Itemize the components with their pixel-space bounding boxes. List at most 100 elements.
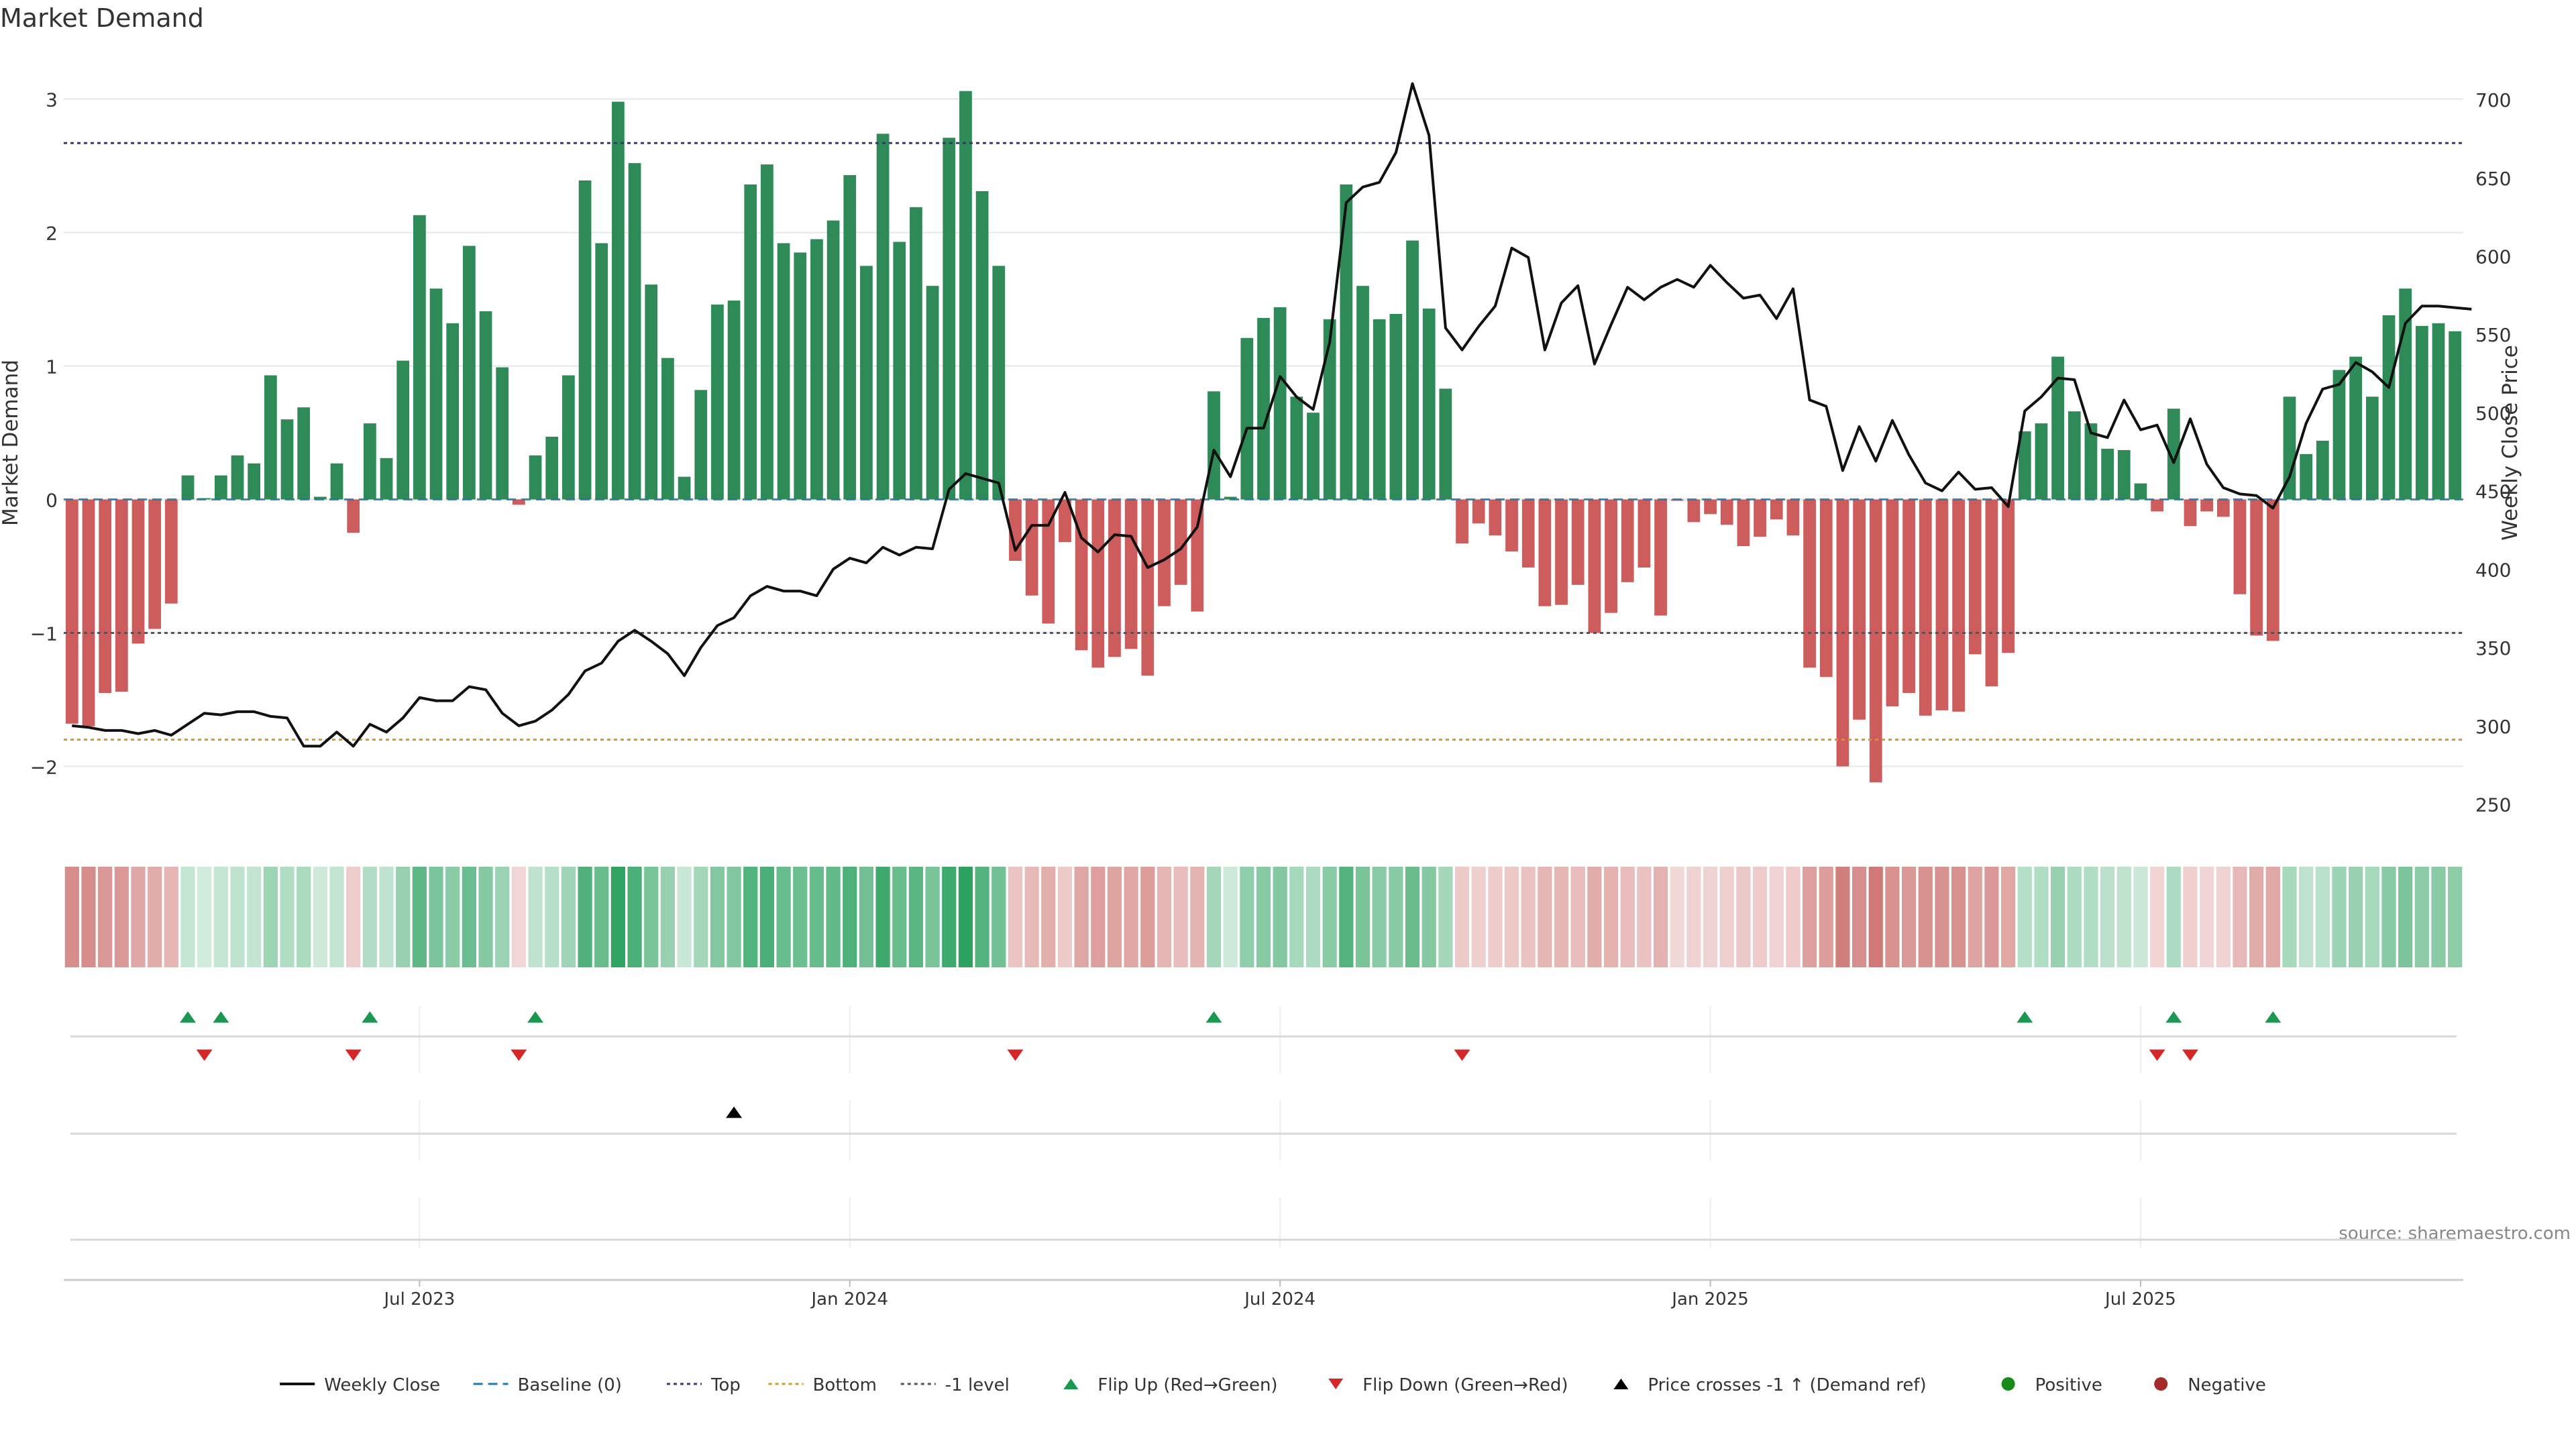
heat-cell xyxy=(793,867,808,967)
heat-cell xyxy=(1240,867,1254,967)
demand-bar xyxy=(413,215,426,500)
flip-up-marker xyxy=(2165,1011,2182,1023)
heat-cell xyxy=(148,867,162,967)
heat-cell xyxy=(1057,867,1073,967)
legend-item: Bottom xyxy=(768,1375,877,1395)
demand-bar xyxy=(2332,370,2346,500)
demand-bar xyxy=(661,358,674,500)
demand-bar xyxy=(347,499,360,533)
demand-bar xyxy=(65,499,78,724)
heat-cell xyxy=(1124,867,1138,967)
heat-cell xyxy=(2133,867,2148,967)
flip-markers-panel xyxy=(70,1006,2457,1073)
legend-label: Flip Down (Green→Red) xyxy=(1362,1375,1568,1395)
flip-down-marker xyxy=(345,1049,362,1061)
heat-cell xyxy=(859,867,874,967)
demand-bar xyxy=(1373,319,1386,500)
demand-bar xyxy=(1042,499,1055,624)
flip-down-marker xyxy=(511,1049,527,1061)
y-tick-label-right: 300 xyxy=(2475,716,2511,738)
heat-cell xyxy=(1984,867,1999,967)
demand-bar xyxy=(578,180,592,500)
x-tick-label: Jul 2025 xyxy=(2104,1289,2176,1309)
heat-cell xyxy=(1752,867,1768,967)
heat-cell xyxy=(2017,867,2032,967)
heat-cell xyxy=(462,867,476,967)
demand-bar xyxy=(396,360,410,500)
heat-cell xyxy=(660,867,676,967)
heat-cell xyxy=(1918,867,1933,967)
demand-bar xyxy=(943,138,956,500)
y-tick-label-left: 2 xyxy=(46,223,58,245)
heat-cell xyxy=(1686,867,1701,967)
heat-cell xyxy=(180,867,195,967)
heat-cell xyxy=(429,867,443,967)
heat-cell xyxy=(1008,867,1023,967)
demand-bar xyxy=(1224,496,1237,500)
flip-up-marker xyxy=(2265,1011,2282,1023)
heat-cell xyxy=(1389,867,1403,967)
heat-cell xyxy=(511,867,527,967)
y-tick-label-right: 700 xyxy=(2475,89,2511,111)
demand-bar xyxy=(264,375,277,500)
demand-bar xyxy=(645,284,658,500)
demand-bar xyxy=(1091,499,1105,668)
flip-down-marker xyxy=(1007,1049,1024,1061)
demand-bar xyxy=(860,266,873,500)
heat-cell xyxy=(991,867,1006,967)
heat-cell xyxy=(2315,867,2330,967)
demand-bar xyxy=(2018,431,2031,500)
heat-cell xyxy=(1024,867,1039,967)
demand-bar xyxy=(131,499,145,644)
heat-cell xyxy=(1719,867,1734,967)
y-tick-label-left: −2 xyxy=(30,756,58,778)
legend-item: Baseline (0) xyxy=(473,1375,622,1395)
flip-down-marker xyxy=(2182,1049,2198,1061)
legend-item: Flip Down (Green→Red) xyxy=(1328,1375,1568,1395)
demand-bar xyxy=(975,191,989,500)
demand-bar xyxy=(1141,499,1155,676)
heat-cell xyxy=(1935,867,1949,967)
heat-cell xyxy=(776,867,791,967)
heat-cell xyxy=(561,867,576,967)
heat-cell xyxy=(412,867,427,967)
flip-up-marker xyxy=(1205,1011,1222,1023)
demand-bar xyxy=(529,455,542,500)
demand-bar xyxy=(628,163,641,500)
heat-cell xyxy=(644,867,659,967)
demand-bar xyxy=(1720,499,1733,525)
demand-bar xyxy=(1985,499,1998,687)
heat-cell xyxy=(1339,867,1354,967)
demand-bar xyxy=(1422,308,1436,500)
heat-cell xyxy=(1653,867,1668,967)
heat-cell xyxy=(2332,867,2347,967)
heat-cell xyxy=(826,867,841,967)
heat-cell xyxy=(545,867,559,967)
heat-cell xyxy=(1802,867,1817,967)
legend-swatch xyxy=(1613,1379,1629,1389)
heat-cell xyxy=(1968,867,1982,967)
demand-bar xyxy=(1356,286,1369,500)
heat-cell xyxy=(1554,867,1569,967)
demand-heat-strip xyxy=(64,867,2463,967)
heat-cell xyxy=(329,867,344,967)
reference-lines xyxy=(64,142,2463,741)
demand-bar xyxy=(1257,317,1270,500)
heat-cell xyxy=(892,867,907,967)
y-tick-label-left: −1 xyxy=(30,623,58,645)
heat-cell xyxy=(1851,867,1867,967)
demand-bar xyxy=(2415,325,2428,500)
demand-bar xyxy=(876,133,890,500)
demand-bars xyxy=(65,91,2462,783)
demand-bar xyxy=(1489,499,1502,536)
heat-cell xyxy=(98,867,113,967)
heat-cell xyxy=(1355,867,1371,967)
demand-bar xyxy=(446,323,460,500)
demand-bar xyxy=(2399,288,2412,500)
legend-item: Weekly Close xyxy=(280,1375,440,1395)
x-tick-label: Jul 2024 xyxy=(1243,1289,1316,1309)
demand-bar xyxy=(1571,499,1585,585)
heat-cell xyxy=(2116,867,2131,967)
heat-cell xyxy=(1305,867,1321,967)
demand-bar xyxy=(1853,499,1866,720)
